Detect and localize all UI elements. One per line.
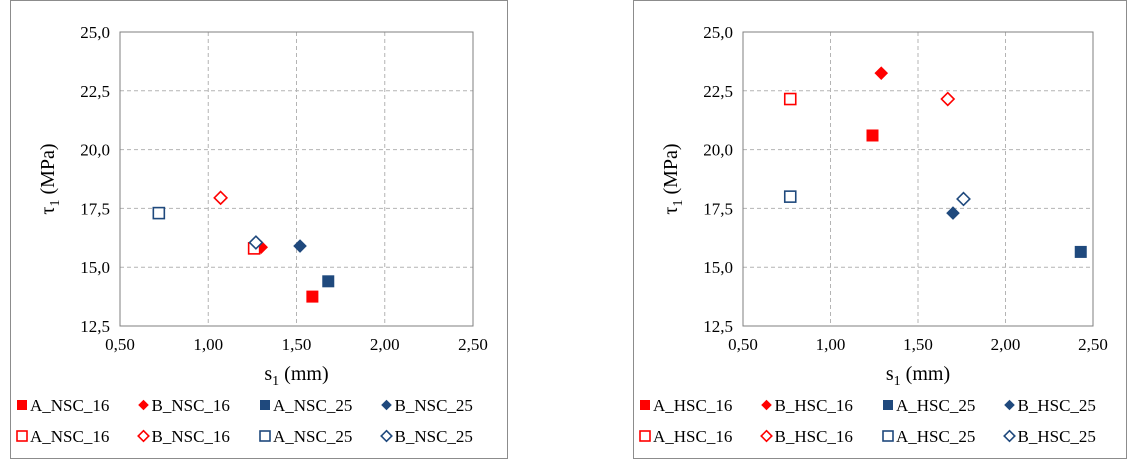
x-axis-label: s1 (mm) <box>264 363 328 389</box>
x-tick-label: 1,50 <box>903 335 933 354</box>
y-tick-label: 15,0 <box>703 258 733 277</box>
legend-marker-a-nsc-16-open <box>16 430 28 442</box>
data-point-b-nsc-16-filled <box>254 240 268 255</box>
legend-label: B_HSC_25 <box>1018 396 1096 415</box>
legend-marker-b-nsc-25-filled <box>381 399 392 411</box>
y-tick-label: 25,0 <box>703 23 733 42</box>
grid <box>743 32 1093 326</box>
legend-marker-a-nsc-25-filled <box>260 400 270 410</box>
x-tick-label: 2,50 <box>1078 335 1108 354</box>
legend-marker-b-nsc-25-open <box>380 429 393 443</box>
y-tick-label: 22,5 <box>80 82 110 101</box>
legend: A_HSC_16 B_HSC_16 A_HSC_25 B_HSC_25 A_HSC_16… <box>639 396 1096 446</box>
data-point-a-nsc-16-filled <box>306 290 319 303</box>
legend-marker-a-nsc-16-filled <box>17 400 27 410</box>
legend-marker-b-hsc-16-filled <box>761 399 772 411</box>
y-tick-label: 22,5 <box>703 82 733 101</box>
legend-label: A_HSC_25 <box>896 427 975 446</box>
x-tick-label: 1,00 <box>816 335 846 354</box>
data-point-a-nsc-25-filled <box>322 275 335 288</box>
legend-label: A_HSC_16 <box>653 396 732 415</box>
legend-label: A_NSC_25 <box>273 427 352 446</box>
legend-marker-b-hsc-25-open <box>1003 429 1016 443</box>
chart-border <box>10 0 508 459</box>
data-point-a-hsc-25-filled <box>1074 245 1087 258</box>
legend-marker-a-hsc-25-open <box>882 430 894 442</box>
legend-marker-b-nsc-16-filled <box>138 399 149 411</box>
data-point-a-hsc-25-open <box>783 190 797 203</box>
y-tick-label: 20,0 <box>703 141 733 160</box>
y-tick-label: 17,5 <box>703 199 733 218</box>
legend-label: A_NSC_25 <box>273 396 352 415</box>
legend-label: A_HSC_16 <box>653 427 732 446</box>
legend-marker-a-hsc-16-filled <box>640 400 650 410</box>
x-tick-label: 2,00 <box>370 335 400 354</box>
data-point-b-hsc-25-open <box>956 191 971 207</box>
legend-label: B_NSC_25 <box>395 396 473 415</box>
legend-marker-a-hsc-16-open <box>639 430 651 442</box>
scatter-chart-nsc: 0,50 1,00 1,50 2,00 2,50 12,5 15,0 17,5 20,0 22,5… <box>10 0 508 459</box>
chart-panel-hsc: 0,50 1,00 1,50 2,00 2,50 12,5 15,0 17,5 20,0 22,5… <box>633 0 1127 459</box>
data-point-a-hsc-16-open <box>783 92 797 106</box>
grid <box>120 32 473 326</box>
plot-area-frame <box>119 31 474 327</box>
data-point-a-nsc-25-open <box>152 206 166 220</box>
legend-marker-b-nsc-16-open <box>137 429 150 443</box>
chart-panel-nsc: 0,50 1,00 1,50 2,00 2,50 12,5 15,0 17,5 20,0 22,5… <box>10 0 508 459</box>
x-tick-label: 0,50 <box>728 335 758 354</box>
data-points <box>152 190 335 303</box>
scatter-chart-hsc: 0,50 1,00 1,50 2,00 2,50 12,5 15,0 17,5 20,0 22,5… <box>633 0 1127 459</box>
y-tick-label: 15,0 <box>80 258 110 277</box>
legend-label: B_NSC_16 <box>152 427 230 446</box>
legend-marker-b-hsc-25-filled <box>1004 399 1015 411</box>
y-tick-label: 20,0 <box>80 141 110 160</box>
data-point-b-nsc-25-filled <box>293 239 307 253</box>
legend-label: A_NSC_16 <box>30 396 109 415</box>
y-tick-label: 12,5 <box>80 317 110 336</box>
data-point-a-hsc-16-filled <box>866 129 879 142</box>
y-tick-label: 17,5 <box>80 199 110 218</box>
y-axis-label: τ1 (MPa) <box>37 143 63 214</box>
y-tick-label: 25,0 <box>80 23 110 42</box>
legend-marker-b-hsc-16-open <box>760 429 773 443</box>
legend-marker-a-nsc-25-open <box>259 430 271 442</box>
data-point-b-nsc-25-open <box>248 235 264 250</box>
legend-label: B_NSC_25 <box>395 427 473 446</box>
legend-marker-a-hsc-25-filled <box>883 400 893 410</box>
legend-label: B_NSC_16 <box>152 396 230 415</box>
plot-area-frame <box>742 31 1094 327</box>
legend-label: B_HSC_16 <box>775 427 853 446</box>
x-tick-label: 2,50 <box>458 335 488 354</box>
data-point-b-nsc-16-open <box>213 190 229 206</box>
x-tick-label: 2,00 <box>991 335 1021 354</box>
legend: A_NSC_16 B_NSC_16 A_NSC_25 B_NSC_25 A_NSC_16… <box>16 396 473 446</box>
legend-label: B_HSC_25 <box>1018 427 1096 446</box>
legend-label: A_NSC_16 <box>30 427 109 446</box>
y-tick-label: 12,5 <box>703 317 733 336</box>
x-tick-label: 0,50 <box>105 335 135 354</box>
x-axis-label: s1 (mm) <box>886 363 950 389</box>
data-point-b-hsc-16-filled <box>874 66 889 80</box>
x-tick-label: 1,00 <box>193 335 223 354</box>
legend-label: B_HSC_16 <box>775 396 853 415</box>
y-axis-label: τ1 (MPa) <box>660 143 686 214</box>
x-tick-label: 1,50 <box>282 335 312 354</box>
legend-label: A_HSC_25 <box>896 396 975 415</box>
data-point-b-hsc-16-open <box>940 91 956 107</box>
